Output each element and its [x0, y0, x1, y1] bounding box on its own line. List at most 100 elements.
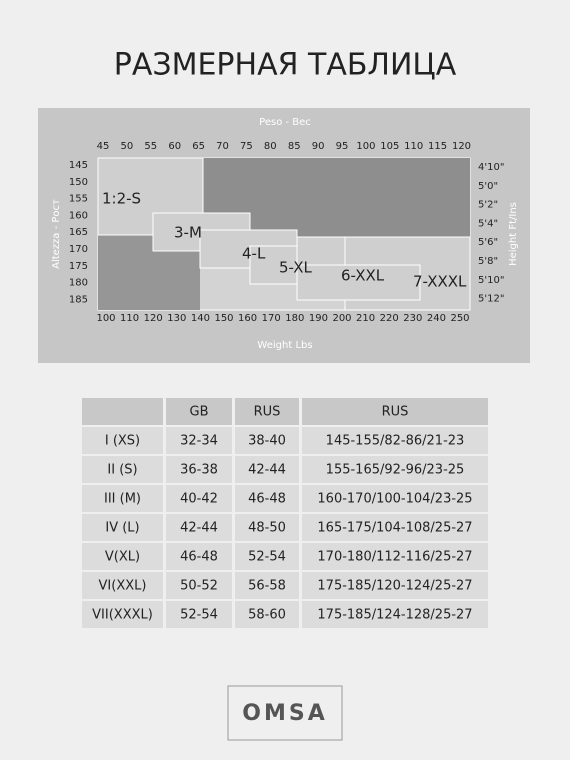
table-cell	[82, 514, 163, 541]
cell-text: 48-50	[248, 521, 286, 536]
cell-text: 175-185/120-124/25-27	[317, 579, 472, 594]
right-tick-label: 5'10"	[478, 275, 504, 286]
left-tick-label: 170	[69, 244, 88, 255]
cell-text: 50-52	[180, 579, 218, 594]
cell-text: 32-34	[180, 434, 218, 449]
right-tick-label: 5'0"	[478, 181, 498, 192]
table-cell	[166, 514, 232, 541]
cell-text: 165-175/104-108/25-27	[317, 521, 472, 536]
top-tick-label: 60	[168, 141, 181, 152]
bottom-tick-label: 200	[332, 313, 351, 324]
bottom-tick-label: 240	[427, 313, 446, 324]
right-tick-label: 5'8"	[478, 256, 498, 267]
zone-label: 4-L	[242, 245, 266, 263]
top-tick-label: 75	[240, 141, 253, 152]
zone-box	[296, 264, 421, 301]
cell-text: 42-44	[248, 463, 286, 478]
top-tick-label: 50	[121, 141, 134, 152]
size-diagram: Peso - Вес Weight Lbs Altezza - Рост Height…	[38, 108, 530, 363]
top-tick-label: 85	[288, 141, 301, 152]
right-tick-label: 5'4"	[478, 218, 498, 229]
bottom-tick-label: 180	[285, 313, 304, 324]
bottom-tick-label: 130	[167, 313, 186, 324]
cell-text: 56-58	[248, 579, 286, 594]
table-cell	[235, 514, 299, 541]
cell-text: 52-54	[180, 608, 218, 623]
table-cell	[82, 601, 163, 628]
right-axis-label: Height Ft/Ins	[508, 202, 519, 266]
table-cell	[82, 485, 163, 512]
bottom-tick-label: 210	[356, 313, 375, 324]
cell-text: 170-180/112-116/25-27	[317, 550, 472, 565]
table-cell	[302, 514, 488, 541]
top-tick-label: 105	[380, 141, 399, 152]
table-cell	[235, 543, 299, 570]
cell-text: III (M)	[104, 492, 141, 507]
table-cell	[302, 485, 488, 512]
table-cell	[82, 456, 163, 483]
bottom-tick-label: 190	[309, 313, 328, 324]
size-table: GB RUS RUS I (XS) 32-34 38-40 145-155/82-86/21…	[82, 398, 488, 628]
bottom-tick-label: 250	[450, 313, 469, 324]
table-cell	[235, 427, 299, 454]
table-cell	[166, 485, 232, 512]
cell-text: 46-48	[248, 492, 286, 507]
bottom-tick-label: 150	[214, 313, 233, 324]
zone-label: 7-XXXL	[413, 273, 467, 291]
top-axis-label: Peso - Вес	[259, 117, 311, 128]
column-header: RUS	[382, 405, 409, 420]
right-tick-label: 5'12"	[478, 294, 504, 305]
bottom-tick-label: 230	[403, 313, 422, 324]
table-cell	[166, 456, 232, 483]
left-tick-label: 145	[69, 160, 88, 171]
header-cell	[235, 398, 299, 425]
bottom-axis-label: Weight Lbs	[257, 340, 312, 351]
bottom-tick-label: 100	[96, 313, 115, 324]
zone-label: 5-XL	[279, 259, 312, 277]
table-cell	[82, 572, 163, 599]
table-cell	[82, 543, 163, 570]
title: РАЗМЕРНАЯ ТАБЛИЦА	[114, 48, 457, 83]
bottom-tick-label: 140	[191, 313, 210, 324]
top-tick-label: 120	[452, 141, 471, 152]
top-tick-label: 115	[428, 141, 447, 152]
table-cell	[235, 456, 299, 483]
bottom-tick-label: 160	[238, 313, 257, 324]
zone-label: 3-M	[174, 224, 202, 242]
left-tick-label: 185	[69, 294, 88, 305]
table-cell	[166, 572, 232, 599]
bottom-tick-label: 120	[144, 313, 163, 324]
cell-text: 175-185/124-128/25-27	[317, 608, 472, 623]
top-tick-label: 80	[264, 141, 277, 152]
cell-text: VI(XXL)	[99, 579, 147, 594]
cell-text: II (S)	[107, 463, 137, 478]
cell-text: I (XS)	[105, 434, 140, 449]
table-cell	[302, 456, 488, 483]
bottom-tick-label: 220	[380, 313, 399, 324]
right-tick-label: 5'2"	[478, 200, 498, 211]
cell-text: 58-60	[248, 608, 286, 623]
table-cell	[235, 601, 299, 628]
table-cell	[166, 601, 232, 628]
table-cell	[166, 427, 232, 454]
top-tick-label: 95	[336, 141, 349, 152]
table-cell	[302, 543, 488, 570]
table-cell	[302, 427, 488, 454]
top-tick-label: 45	[97, 141, 110, 152]
table-cell	[235, 572, 299, 599]
top-tick-label: 70	[216, 141, 229, 152]
right-tick-label: 4'10"	[478, 162, 504, 173]
left-tick-label: 155	[69, 194, 88, 205]
cell-text: 38-40	[248, 434, 286, 449]
cell-text: V(XL)	[105, 550, 140, 565]
left-tick-label: 150	[69, 177, 88, 188]
bottom-tick-label: 170	[262, 313, 281, 324]
top-tick-label: 90	[312, 141, 325, 152]
zone-label: 1:2-S	[102, 190, 141, 208]
table-cell	[166, 543, 232, 570]
cell-text: 160-170/100-104/23-25	[317, 492, 472, 507]
table-cell	[82, 427, 163, 454]
column-header: GB	[190, 405, 209, 420]
column-header: RUS	[254, 405, 281, 420]
bottom-tick-label: 110	[120, 313, 139, 324]
